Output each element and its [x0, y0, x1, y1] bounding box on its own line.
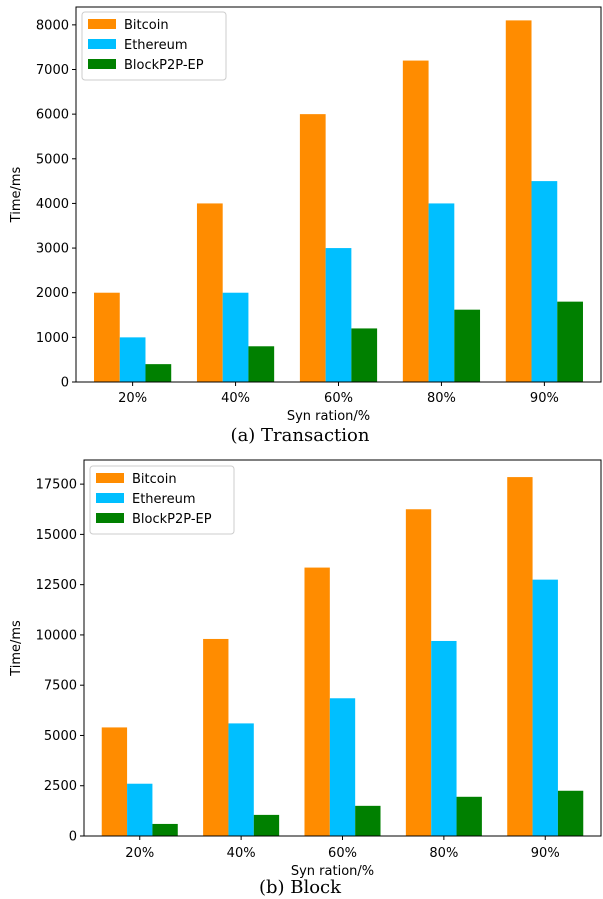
bar-ethereum-20pct — [119, 337, 146, 382]
bar-ethereum-60pct — [325, 248, 352, 382]
chart-caption: (b) Block — [259, 877, 342, 898]
legend-label: Ethereum — [124, 38, 188, 53]
y-tick-label: 7500 — [44, 679, 77, 694]
legend-box — [81, 11, 227, 81]
bar-ethereum-90pct — [532, 579, 558, 836]
bar-ethereum-60pct — [329, 698, 356, 836]
legend-swatch — [96, 473, 124, 483]
y-tick-label: 8000 — [36, 18, 69, 33]
bar-ethereum-40pct — [222, 292, 249, 382]
x-tick-label: 20% — [125, 846, 154, 861]
legend-swatch — [96, 513, 124, 523]
bar-bitcoin-60pct — [299, 114, 326, 383]
legend-label: Bitcoin — [124, 18, 169, 33]
bar-blockp2p-ep-80pct — [454, 309, 481, 382]
bar-bitcoin-60pct — [304, 567, 330, 836]
legend: Bitcoin Ethereum BlockP2P-EP — [89, 465, 235, 535]
legend-swatch — [88, 19, 116, 29]
y-tick-label: 1000 — [36, 331, 69, 346]
bar-blockp2p-ep-80pct — [456, 796, 482, 836]
plot-frame — [83, 459, 602, 837]
bar-ethereum-80pct — [428, 203, 455, 382]
bar-blockp2p-ep-20pct — [152, 823, 178, 836]
legend-label: BlockP2P-EP — [132, 512, 212, 527]
bar-blockp2p-ep-60pct — [355, 805, 381, 836]
bar-bitcoin-20pct — [101, 727, 128, 836]
bar-blockp2p-ep-90pct — [557, 790, 584, 836]
y-tick-label: 0 — [61, 376, 69, 391]
legend-box — [89, 465, 235, 535]
bar-bitcoin-90pct — [507, 477, 533, 836]
y-tick-label: 2000 — [36, 286, 69, 301]
y-tick-label: 3000 — [36, 242, 69, 257]
bar-ethereum-20pct — [127, 783, 153, 836]
bar-bitcoin-80pct — [405, 509, 432, 836]
chart-caption: (a) Transaction — [231, 425, 370, 446]
y-tick-label: 5000 — [44, 729, 77, 744]
y-tick-label: 6000 — [36, 108, 69, 123]
x-tick-label: 60% — [324, 391, 353, 406]
plot-frame — [75, 6, 602, 383]
y-tick-label: 0 — [69, 830, 77, 845]
y-tick-label: 10000 — [36, 628, 77, 643]
y-tick-label: 17500 — [36, 478, 77, 493]
bar-bitcoin-80pct — [402, 60, 429, 382]
y-tick-label: 7000 — [36, 63, 69, 78]
x-tick-label: 80% — [427, 391, 456, 406]
bar-blockp2p-ep-40pct — [253, 814, 280, 836]
x-tick-label: 80% — [429, 846, 458, 861]
bar-ethereum-40pct — [228, 723, 254, 836]
bar-bitcoin-90pct — [505, 20, 532, 383]
legend-label: Bitcoin — [132, 472, 177, 487]
x-tick-label: 40% — [221, 391, 250, 406]
y-tick-label: 12500 — [36, 578, 77, 593]
bar-ethereum-80pct — [431, 640, 457, 836]
bar-bitcoin-40pct — [196, 203, 223, 382]
y-tick-label: 5000 — [36, 152, 69, 167]
legend-label: BlockP2P-EP — [124, 58, 204, 73]
bar-blockp2p-ep-40pct — [248, 346, 275, 382]
legend-swatch — [96, 493, 124, 503]
legend-swatch — [88, 39, 116, 49]
bar-blockp2p-ep-90pct — [557, 301, 583, 382]
bar-ethereum-90pct — [531, 181, 558, 382]
x-axis-label: Syn ration/% — [287, 409, 370, 424]
bar-bitcoin-20pct — [94, 292, 120, 382]
y-axis-label: Time/ms — [9, 620, 24, 677]
bar-blockp2p-ep-60pct — [351, 328, 378, 382]
x-tick-label: 90% — [530, 391, 559, 406]
legend-swatch — [88, 59, 116, 69]
chart-2: 0 2500 5000 7500 10000 12500 15000 17500 20% 40% 6… — [9, 459, 602, 898]
legend-label: Ethereum — [132, 492, 196, 507]
bar-blockp2p-ep-20pct — [145, 364, 172, 382]
bar-bitcoin-40pct — [203, 638, 229, 836]
x-tick-label: 20% — [118, 391, 147, 406]
x-tick-label: 40% — [227, 846, 256, 861]
x-tick-label: 90% — [531, 846, 560, 861]
y-tick-label: 2500 — [44, 779, 77, 794]
y-tick-label: 4000 — [36, 197, 69, 212]
x-axis-label: Syn ration/% — [291, 864, 374, 879]
legend: Bitcoin Ethereum BlockP2P-EP — [81, 11, 227, 81]
chart-1: 0 1000 2000 3000 4000 5000 6000 7000 8000 20% 40% 6… — [9, 6, 602, 446]
x-tick-label: 60% — [328, 846, 357, 861]
y-axis-label: Time/ms — [9, 166, 24, 223]
y-tick-label: 15000 — [36, 528, 77, 543]
